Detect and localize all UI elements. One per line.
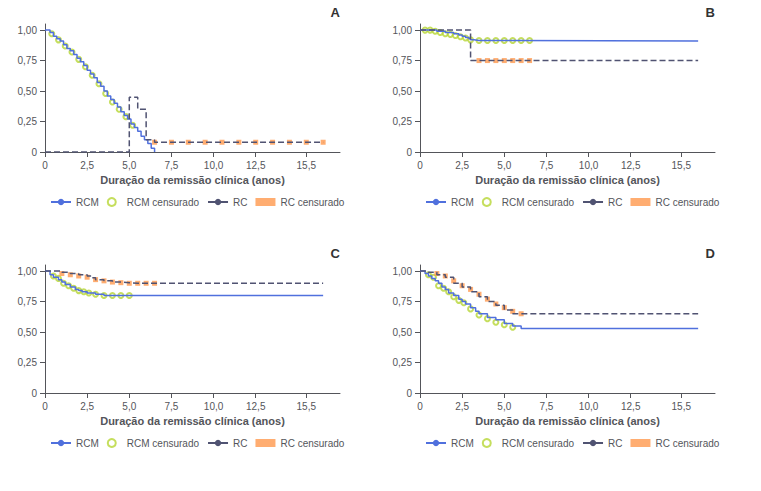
svg-text:RC censurado: RC censurado xyxy=(655,438,719,449)
svg-text:0,25: 0,25 xyxy=(393,357,413,368)
svg-text:0,25: 0,25 xyxy=(18,357,38,368)
svg-text:0,50: 0,50 xyxy=(18,327,38,338)
svg-text:Duração da remissão clínica (a: Duração da remissão clínica (anos) xyxy=(100,174,285,186)
svg-text:Duração da remissão clínica (a: Duração da remissão clínica (anos) xyxy=(475,174,660,186)
svg-text:RCM censurado: RCM censurado xyxy=(502,197,575,208)
svg-text:1,00: 1,00 xyxy=(18,25,38,36)
svg-text:Duração da remissão clínica (a: Duração da remissão clínica (anos) xyxy=(100,415,285,427)
svg-text:7,5: 7,5 xyxy=(164,401,178,412)
svg-text:12,5: 12,5 xyxy=(246,160,266,171)
svg-text:7,5: 7,5 xyxy=(164,160,178,171)
svg-text:RC: RC xyxy=(608,197,622,208)
svg-text:2,5: 2,5 xyxy=(455,401,469,412)
svg-text:RC censurado: RC censurado xyxy=(280,197,344,208)
svg-text:0: 0 xyxy=(406,147,412,158)
svg-text:RCM censurado: RCM censurado xyxy=(127,197,200,208)
svg-text:1,00: 1,00 xyxy=(18,266,38,277)
svg-text:5,0: 5,0 xyxy=(497,160,511,171)
svg-text:RCM censurado: RCM censurado xyxy=(127,438,200,449)
svg-text:RCM: RCM xyxy=(76,197,99,208)
svg-text:RCM: RCM xyxy=(451,438,474,449)
svg-text:RCM censurado: RCM censurado xyxy=(502,438,575,449)
svg-text:Duração da remissão clínica (a: Duração da remissão clínica (anos) xyxy=(475,415,660,427)
svg-text:15,5: 15,5 xyxy=(672,160,692,171)
svg-text:0,75: 0,75 xyxy=(18,55,38,66)
svg-text:0,50: 0,50 xyxy=(393,327,413,338)
svg-text:15,5: 15,5 xyxy=(297,401,317,412)
svg-text:10,0: 10,0 xyxy=(204,160,224,171)
svg-text:RC censurado: RC censurado xyxy=(655,197,719,208)
svg-text:0: 0 xyxy=(417,401,423,412)
svg-text:0: 0 xyxy=(42,401,48,412)
svg-text:C: C xyxy=(331,246,341,261)
svg-text:2,5: 2,5 xyxy=(455,160,469,171)
svg-text:0,25: 0,25 xyxy=(393,116,413,127)
svg-text:B: B xyxy=(706,5,715,20)
svg-text:0: 0 xyxy=(31,388,37,399)
svg-text:12,5: 12,5 xyxy=(246,401,266,412)
svg-text:RCM: RCM xyxy=(76,438,99,449)
svg-text:1,00: 1,00 xyxy=(393,25,413,36)
svg-text:A: A xyxy=(331,5,341,20)
svg-text:5,0: 5,0 xyxy=(122,401,136,412)
svg-text:D: D xyxy=(706,246,715,261)
svg-text:0: 0 xyxy=(417,160,423,171)
svg-text:0,75: 0,75 xyxy=(18,296,38,307)
svg-text:1,00: 1,00 xyxy=(393,266,413,277)
svg-text:15,5: 15,5 xyxy=(672,401,692,412)
svg-text:7,5: 7,5 xyxy=(539,401,553,412)
svg-text:12,5: 12,5 xyxy=(621,401,641,412)
svg-text:10,0: 10,0 xyxy=(579,160,599,171)
svg-text:10,0: 10,0 xyxy=(579,401,599,412)
svg-text:0: 0 xyxy=(42,160,48,171)
svg-text:RCM: RCM xyxy=(451,197,474,208)
svg-text:0,25: 0,25 xyxy=(18,116,38,127)
svg-text:0: 0 xyxy=(406,388,412,399)
svg-text:RC: RC xyxy=(233,197,247,208)
svg-text:2,5: 2,5 xyxy=(80,160,94,171)
svg-text:0,50: 0,50 xyxy=(18,86,38,97)
svg-text:0,75: 0,75 xyxy=(393,55,413,66)
svg-text:RC: RC xyxy=(233,438,247,449)
svg-text:RC censurado: RC censurado xyxy=(280,438,344,449)
svg-text:RC: RC xyxy=(608,438,622,449)
svg-text:15,5: 15,5 xyxy=(297,160,317,171)
svg-text:0: 0 xyxy=(31,147,37,158)
svg-text:7,5: 7,5 xyxy=(539,160,553,171)
svg-text:12,5: 12,5 xyxy=(621,160,641,171)
svg-text:0,50: 0,50 xyxy=(393,86,413,97)
svg-text:5,0: 5,0 xyxy=(497,401,511,412)
svg-text:0,75: 0,75 xyxy=(393,296,413,307)
svg-text:10,0: 10,0 xyxy=(204,401,224,412)
svg-text:5,0: 5,0 xyxy=(122,160,136,171)
svg-text:2,5: 2,5 xyxy=(80,401,94,412)
